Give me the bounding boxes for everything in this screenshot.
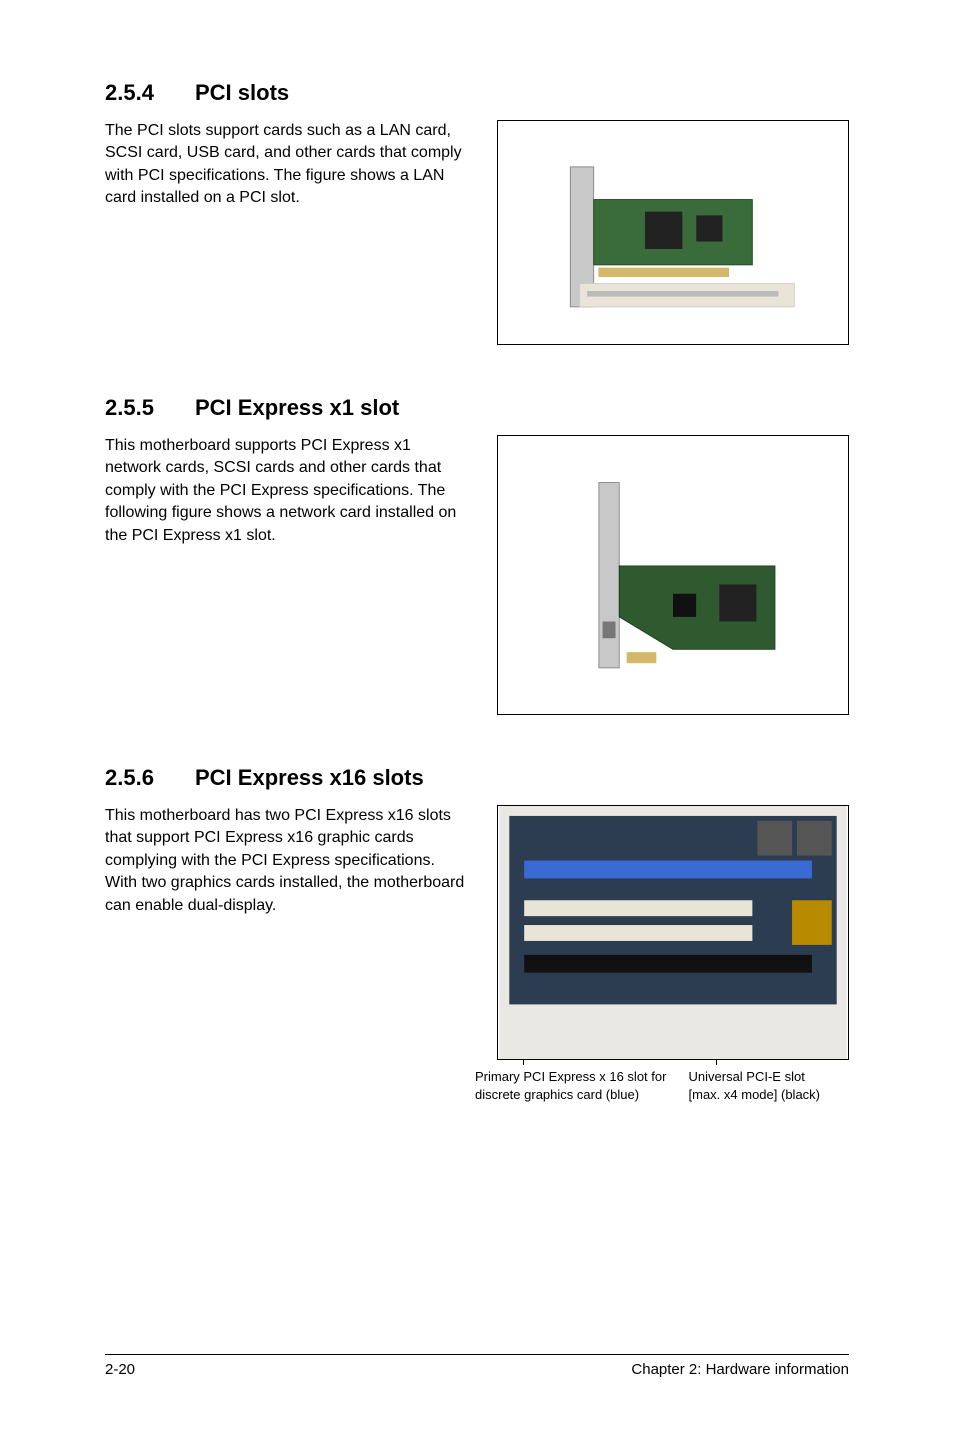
section-body: The PCI slots support cards such as a LA… — [105, 120, 849, 345]
section-pci-express-x16: 2.5.6 PCI Express x16 slots This motherb… — [105, 765, 849, 1103]
figure-pci-x1 — [497, 435, 849, 715]
heading-row: 2.5.6 PCI Express x16 slots — [105, 765, 849, 791]
footer-chapter: Chapter 2: Hardware information — [631, 1361, 849, 1378]
caption-tick-left — [523, 1059, 524, 1065]
body-text: This motherboard has two PCI Express x16… — [105, 805, 467, 917]
heading-number: 2.5.6 — [105, 765, 195, 791]
heading-title: PCI Express x16 slots — [195, 765, 424, 791]
figure-pci-x16 — [497, 805, 849, 1060]
section-pci-slots: 2.5.4 PCI slots The PCI slots support ca… — [105, 80, 849, 345]
page: 2.5.4 PCI slots The PCI slots support ca… — [0, 0, 954, 1438]
pci-express-x1-card-icon — [533, 464, 813, 686]
pci-lan-card-icon — [533, 143, 813, 321]
heading-row: 2.5.4 PCI slots — [105, 80, 849, 106]
figure-pci-slot — [497, 120, 849, 345]
footer-line: 2-20 Chapter 2: Hardware information — [105, 1354, 849, 1378]
section-pci-express-x1: 2.5.5 PCI Express x1 slot This motherboa… — [105, 395, 849, 715]
section-body: This motherboard supports PCI Express x1… — [105, 435, 849, 715]
heading-number: 2.5.4 — [105, 80, 195, 106]
caption-primary-slot: Primary PCI Express x 16 slot for discre… — [475, 1068, 669, 1103]
footer-page-number: 2-20 — [105, 1361, 135, 1378]
caption-row: Primary PCI Express x 16 slot for discre… — [105, 1068, 849, 1103]
page-footer: 2-20 Chapter 2: Hardware information — [0, 1354, 954, 1378]
body-text: The PCI slots support cards such as a LA… — [105, 120, 467, 210]
motherboard-x16-slots-icon — [498, 806, 848, 1059]
caption-universal-slot: Universal PCI-E slot [max. x4 mode] (bla… — [689, 1068, 849, 1103]
heading-number: 2.5.5 — [105, 395, 195, 421]
caption-tick-right — [716, 1059, 717, 1065]
body-text: This motherboard supports PCI Express x1… — [105, 435, 467, 547]
heading-title: PCI slots — [195, 80, 289, 106]
heading-title: PCI Express x1 slot — [195, 395, 399, 421]
heading-row: 2.5.5 PCI Express x1 slot — [105, 395, 849, 421]
section-body: This motherboard has two PCI Express x16… — [105, 805, 849, 1060]
